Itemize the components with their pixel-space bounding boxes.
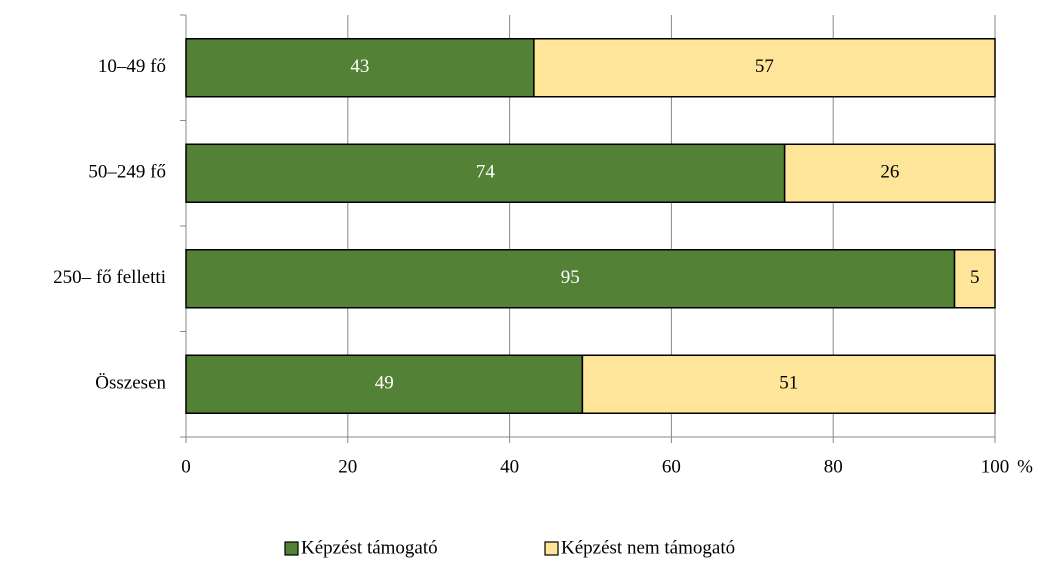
bar-segment <box>581 354 996 414</box>
x-tick-label: 0 <box>181 456 191 477</box>
x-tick-label: 20 <box>338 456 357 477</box>
x-tick-label: 60 <box>662 456 681 477</box>
data-label: 57 <box>755 56 774 77</box>
x-axis-label: % <box>1017 456 1033 477</box>
legend-swatch <box>284 541 299 556</box>
y-tick-label: 10–49 fő <box>98 56 166 77</box>
data-label: 5 <box>970 267 980 288</box>
y-tick-label: Összesen <box>95 373 166 394</box>
legend-swatch <box>544 541 559 556</box>
data-label: 95 <box>561 267 580 288</box>
bar-segment <box>185 143 786 203</box>
bar-segment <box>783 143 996 203</box>
x-tick-label: 40 <box>500 456 519 477</box>
bar-segment <box>533 38 996 98</box>
y-tick-label: 250– fő felletti <box>53 267 166 288</box>
data-label: 26 <box>880 162 899 183</box>
x-tick-label: 80 <box>824 456 843 477</box>
legend-label: Képzést nem támogató <box>561 537 735 558</box>
data-label: 43 <box>350 56 369 77</box>
x-tick-label: 100 <box>981 456 1010 477</box>
bar-segment <box>953 249 996 309</box>
data-label: 51 <box>779 373 798 394</box>
data-label: 49 <box>375 373 394 394</box>
bar-segment <box>185 38 535 98</box>
legend-label: Képzést támogató <box>301 537 438 558</box>
data-label: 74 <box>476 162 496 183</box>
y-tick-label: 50–249 fő <box>88 162 166 183</box>
